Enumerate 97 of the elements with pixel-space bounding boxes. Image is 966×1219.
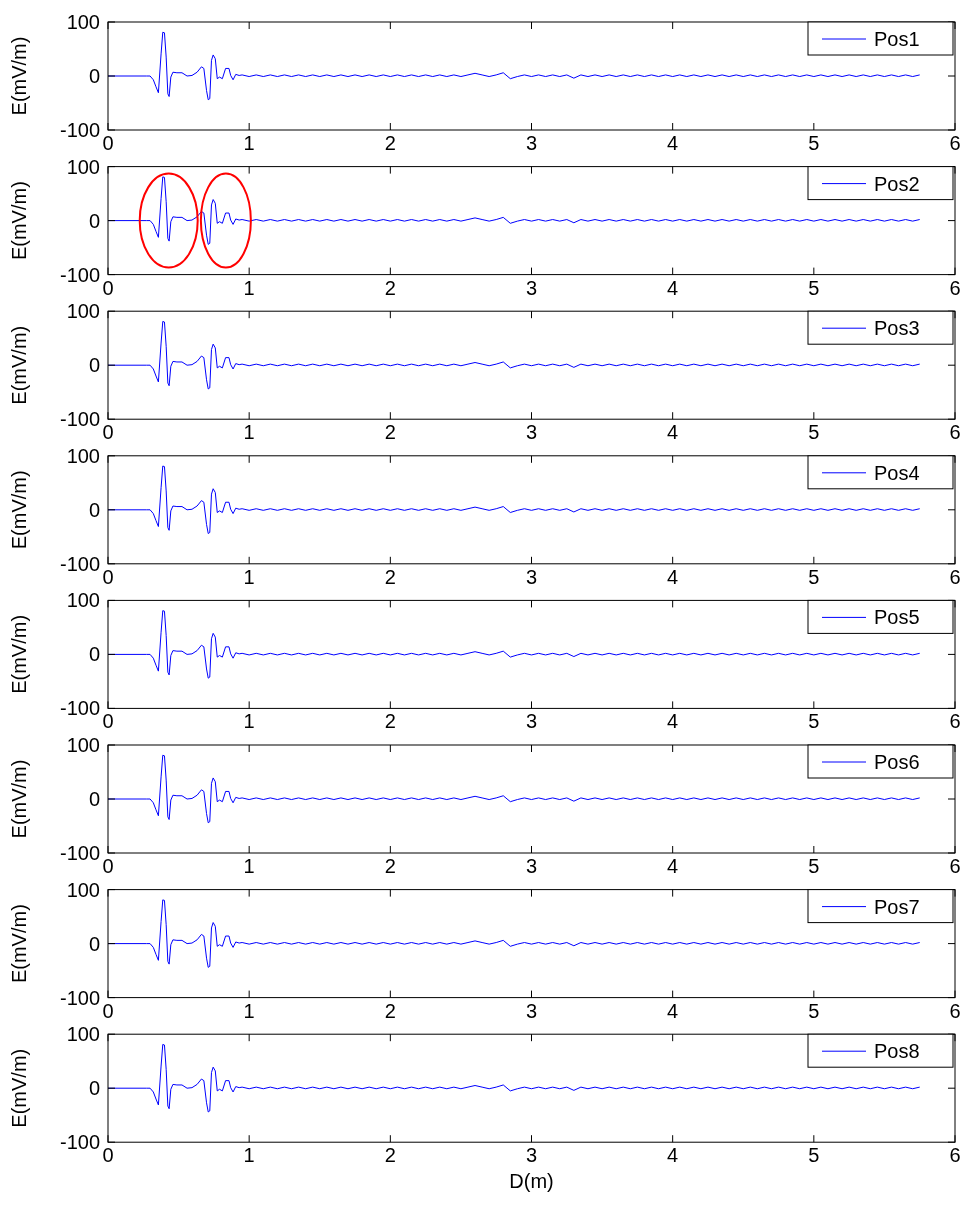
legend-label: Pos7 <box>874 895 920 918</box>
x-tick-label: 6 <box>949 999 961 1022</box>
x-tick-label: 1 <box>243 132 255 154</box>
legend-label: Pos4 <box>874 461 920 484</box>
y-axis-title: E(mV/m) <box>8 614 30 694</box>
x-tick-label: 3 <box>525 710 538 733</box>
y-tick-label: 100 <box>66 734 100 756</box>
x-tick-label: 1 <box>243 276 255 299</box>
y-tick-label: -100 <box>59 552 100 575</box>
y-tick-label: -100 <box>59 408 100 431</box>
x-tick-label: 3 <box>525 276 538 299</box>
y-tick-label: 100 <box>66 444 100 467</box>
y-tick-label: -100 <box>59 119 100 141</box>
x-tick-label: 5 <box>808 1144 820 1167</box>
x-tick-label: 5 <box>808 565 820 588</box>
y-axis-title: E(mV/m) <box>8 36 30 116</box>
x-tick-label: 4 <box>667 276 679 299</box>
x-tick-label: 6 <box>949 276 961 299</box>
x-tick-label: 1 <box>243 1144 255 1167</box>
legend-label: Pos2 <box>874 172 920 195</box>
x-tick-label: 0 <box>102 132 114 154</box>
x-tick-label: 6 <box>949 855 961 877</box>
y-tick-label: 0 <box>88 65 100 87</box>
x-tick-label: 5 <box>808 710 820 733</box>
x-axis-title: D(m) <box>509 1170 554 1193</box>
y-axis-title: E(mV/m) <box>8 1048 30 1128</box>
x-tick-label: 1 <box>243 565 255 588</box>
y-tick-label: -100 <box>59 697 100 720</box>
x-tick-label: 0 <box>102 565 114 588</box>
x-tick-label: 3 <box>525 132 538 154</box>
x-tick-label: 6 <box>949 1144 961 1167</box>
x-tick-label: 0 <box>102 710 114 733</box>
x-tick-label: 5 <box>808 132 820 154</box>
x-tick-label: 3 <box>525 421 538 444</box>
x-tick-label: 2 <box>384 132 396 154</box>
y-axis-title: E(mV/m) <box>8 325 30 405</box>
x-tick-label: 2 <box>384 999 396 1022</box>
x-tick-label: 4 <box>667 565 679 588</box>
x-tick-label: 0 <box>102 1144 114 1167</box>
y-axis-title: E(mV/m) <box>8 181 30 261</box>
x-tick-label: 5 <box>808 855 820 877</box>
x-tick-label: 3 <box>525 1144 538 1167</box>
y-axis-title: E(mV/m) <box>8 904 30 984</box>
y-tick-label: 100 <box>66 878 100 901</box>
x-tick-label: 5 <box>808 999 820 1022</box>
y-tick-label: 0 <box>88 354 100 377</box>
legend-label: Pos1 <box>874 28 920 50</box>
legend-label: Pos8 <box>874 1040 920 1063</box>
x-tick-label: 0 <box>102 421 114 444</box>
x-tick-label: 6 <box>949 565 961 588</box>
y-tick-label: -100 <box>59 986 100 1009</box>
x-tick-label: 0 <box>102 999 114 1022</box>
y-tick-label: 0 <box>88 788 100 810</box>
y-tick-label: 100 <box>66 589 100 612</box>
x-tick-label: 1 <box>243 999 255 1022</box>
x-tick-label: 1 <box>243 421 255 444</box>
y-tick-label: -100 <box>59 842 100 864</box>
legend-label: Pos3 <box>874 317 920 340</box>
y-tick-label: 100 <box>66 1023 100 1046</box>
x-tick-label: 2 <box>384 1144 396 1167</box>
y-tick-label: -100 <box>59 263 100 286</box>
x-tick-label: 2 <box>384 710 396 733</box>
y-tick-label: 100 <box>66 300 100 323</box>
x-tick-label: 4 <box>667 1144 679 1167</box>
y-axis-title: E(mV/m) <box>8 470 30 550</box>
x-tick-label: 0 <box>102 276 114 299</box>
x-tick-label: 4 <box>667 999 679 1022</box>
x-tick-label: 2 <box>384 276 396 299</box>
legend-label: Pos5 <box>874 606 920 629</box>
legend-label: Pos6 <box>874 751 920 773</box>
x-tick-label: 3 <box>525 565 538 588</box>
x-tick-label: 4 <box>667 421 679 444</box>
x-tick-label: 2 <box>384 855 396 877</box>
y-tick-label: 100 <box>66 11 100 33</box>
x-tick-label: 5 <box>808 421 820 444</box>
x-tick-label: 4 <box>667 710 679 733</box>
x-tick-label: 1 <box>243 855 255 877</box>
x-tick-label: 1 <box>243 710 255 733</box>
x-tick-label: 2 <box>384 565 396 588</box>
x-tick-label: 2 <box>384 421 396 444</box>
y-tick-label: 0 <box>88 498 100 521</box>
y-tick-label: 0 <box>88 209 100 232</box>
x-tick-label: 6 <box>949 710 961 733</box>
x-tick-label: 6 <box>949 421 961 444</box>
y-tick-label: 100 <box>66 155 100 178</box>
x-tick-label: 0 <box>102 855 114 877</box>
x-tick-label: 4 <box>667 132 679 154</box>
x-tick-label: 6 <box>949 132 961 154</box>
x-tick-label: 4 <box>667 855 679 877</box>
y-tick-label: 0 <box>88 1077 100 1100</box>
y-tick-label: 0 <box>88 932 100 955</box>
y-tick-label: 0 <box>88 643 100 666</box>
x-tick-label: 5 <box>808 276 820 299</box>
x-tick-label: 3 <box>525 999 538 1022</box>
y-tick-label: -100 <box>59 1131 100 1154</box>
y-axis-title: E(mV/m) <box>8 759 30 839</box>
x-tick-label: 3 <box>525 855 538 877</box>
